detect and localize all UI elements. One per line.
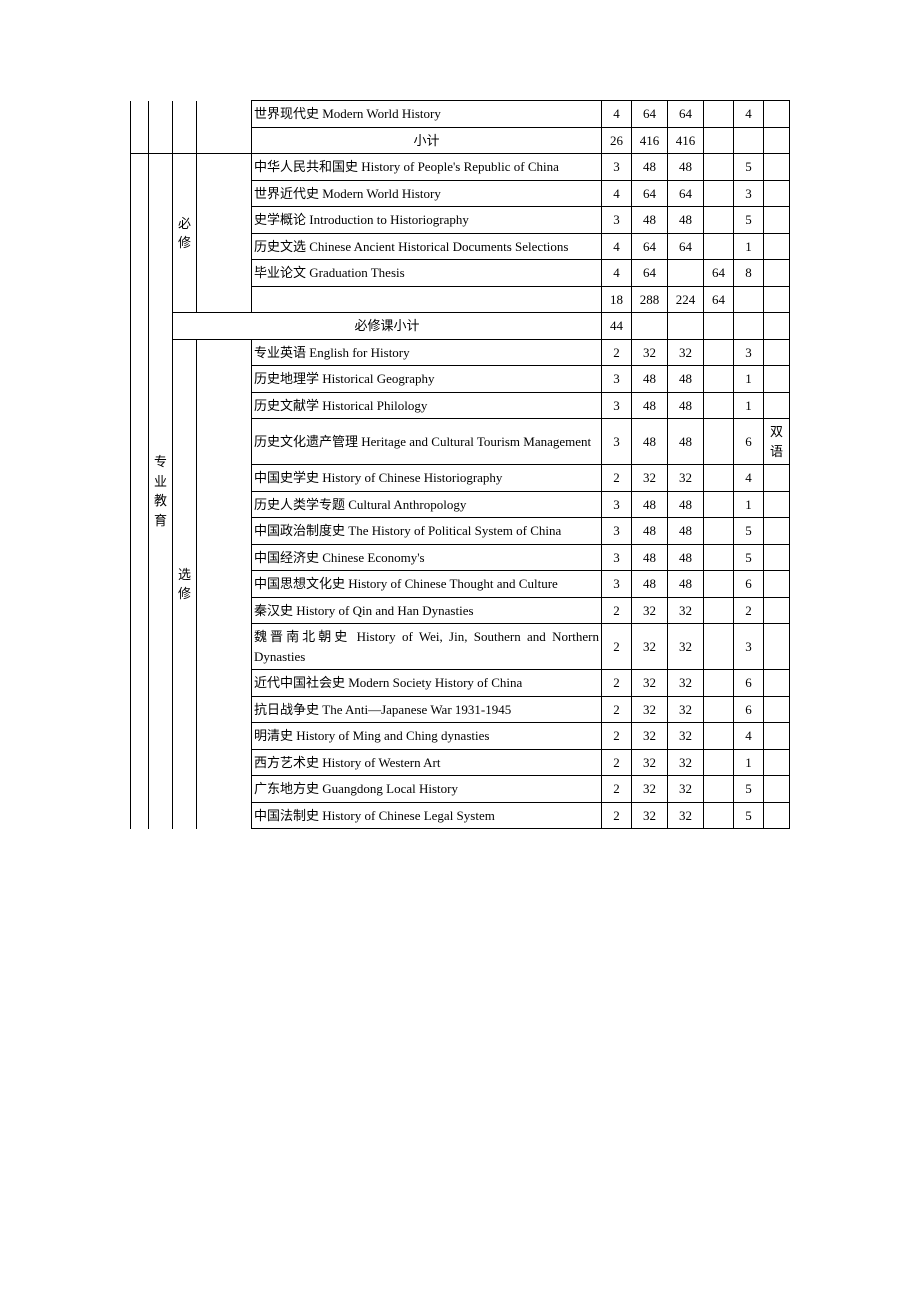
course-name: 历史文选 Chinese Ancient Historical Document… [252,233,602,260]
course-name: 毕业论文 Graduation Thesis [252,260,602,287]
course-name: 中华人民共和国史 History of People's Republic of… [252,154,602,181]
col-a [131,154,149,829]
required-subtotal-label: 必修课小计 [173,313,602,340]
course-name: 中国法制史 History of Chinese Legal System [252,802,602,829]
col-b-cont [149,101,173,154]
table-body: 世界现代史 Modern World History464644小计264164… [131,101,790,829]
course-name: 历史地理学 Historical Geography [252,366,602,393]
course-name: 明清史 History of Ming and Ching dynasties [252,723,602,750]
category-label: 专业教育 [149,154,173,829]
course-name [252,286,602,313]
col-c-cont [173,101,197,154]
course-name: 史学概论 Introduction to Historiography [252,207,602,234]
course-name: 中国思想文化史 History of Chinese Thought and C… [252,571,602,598]
curriculum-table: 世界现代史 Modern World History464644小计264164… [130,100,790,829]
course-name: 专业英语 English for History [252,339,602,366]
col-a-cont [131,101,149,154]
course-name: 中国经济史 Chinese Economy's [252,544,602,571]
type-required: 必修 [173,154,197,313]
col-d-req [197,154,252,313]
course-name: 世界现代史 Modern World History [252,101,602,128]
table-row: 选修专业英语 English for History232323 [131,339,790,366]
course-name: 抗日战争史 The Anti—Japanese War 1931-1945 [252,696,602,723]
course-name: 历史文献学 Historical Philology [252,392,602,419]
table-row: 世界现代史 Modern World History464644 [131,101,790,128]
table-row-subtotal: 必修课小计44 [131,313,790,340]
course-name: 魏晋南北朝史 History of Wei, Jin, Southern and… [252,624,602,670]
course-name: 秦汉史 History of Qin and Han Dynasties [252,597,602,624]
course-name: 中国政治制度史 The History of Political System … [252,518,602,545]
course-name: 中国史学史 History of Chinese Historiography [252,465,602,492]
course-name: 世界近代史 Modern World History [252,180,602,207]
col-d-elec [197,339,252,829]
course-name: 历史文化遗产管理 Heritage and Cultural Tourism M… [252,419,602,465]
course-name: 近代中国社会史 Modern Society History of China [252,670,602,697]
table-row: 专业教育必修中华人民共和国史 History of People's Repub… [131,154,790,181]
type-elective: 选修 [173,339,197,829]
course-name: 广东地方史 Guangdong Local History [252,776,602,803]
col-d-cont [197,101,252,154]
course-name: 历史人类学专题 Cultural Anthropology [252,491,602,518]
course-name: 小计 [252,127,602,154]
course-name: 西方艺术史 History of Western Art [252,749,602,776]
